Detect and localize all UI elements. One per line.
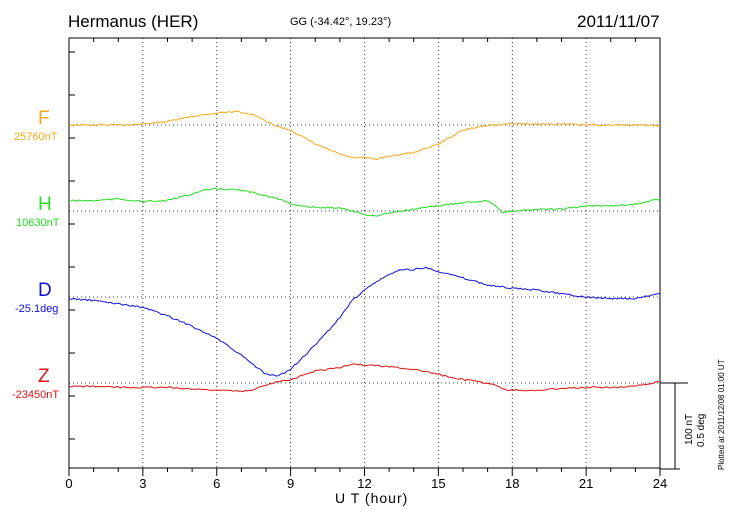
- x-tick-label-6: 6: [213, 476, 220, 491]
- channel-baseline-Z: -23450nT: [12, 389, 60, 401]
- x-tick-label-21: 21: [579, 476, 593, 491]
- station-title: Hermanus (HER): [68, 12, 199, 31]
- scale-bar: [660, 382, 688, 470]
- channel-letter-H: H: [38, 194, 52, 215]
- station-coordinates: GG (-34.42°, 19.23°): [290, 16, 392, 28]
- x-tick-label-9: 9: [287, 476, 294, 491]
- channel-baseline-F: 25760nT: [14, 131, 58, 143]
- series-line-D: [68, 266, 660, 377]
- scale-nt-label: 100 nT: [684, 413, 695, 445]
- chart-grid: [69, 38, 660, 468]
- channel-letter-D: D: [38, 280, 52, 301]
- x-tick-label-3: 3: [139, 476, 146, 491]
- plotted-note: Plotted at 2011/12/08 01:00 UT: [717, 359, 726, 470]
- channel-baseline-D: -25.1deg: [15, 303, 59, 315]
- x-tick-label-0: 0: [65, 476, 72, 491]
- scale-deg-label: 0.5 deg: [696, 413, 707, 447]
- x-axis-label: U T (hour): [335, 490, 409, 506]
- channel-baseline-H: 10630nT: [16, 217, 60, 229]
- channel-letter-Z: Z: [38, 366, 50, 387]
- x-tick-label-15: 15: [431, 476, 445, 491]
- x-axis: 0 3 6 9 12 15 18 21 24: [65, 38, 667, 491]
- x-tick-label-18: 18: [505, 476, 519, 491]
- series-line-H: [68, 187, 661, 217]
- x-tick-label-12: 12: [357, 476, 371, 491]
- x-tick-label-24: 24: [653, 476, 667, 491]
- chart-date: 2011/11/07: [577, 12, 660, 31]
- channel-letter-F: F: [38, 108, 50, 129]
- series-line-F: [68, 110, 661, 161]
- series-line-Z: [68, 363, 661, 393]
- series-lines: [68, 110, 661, 393]
